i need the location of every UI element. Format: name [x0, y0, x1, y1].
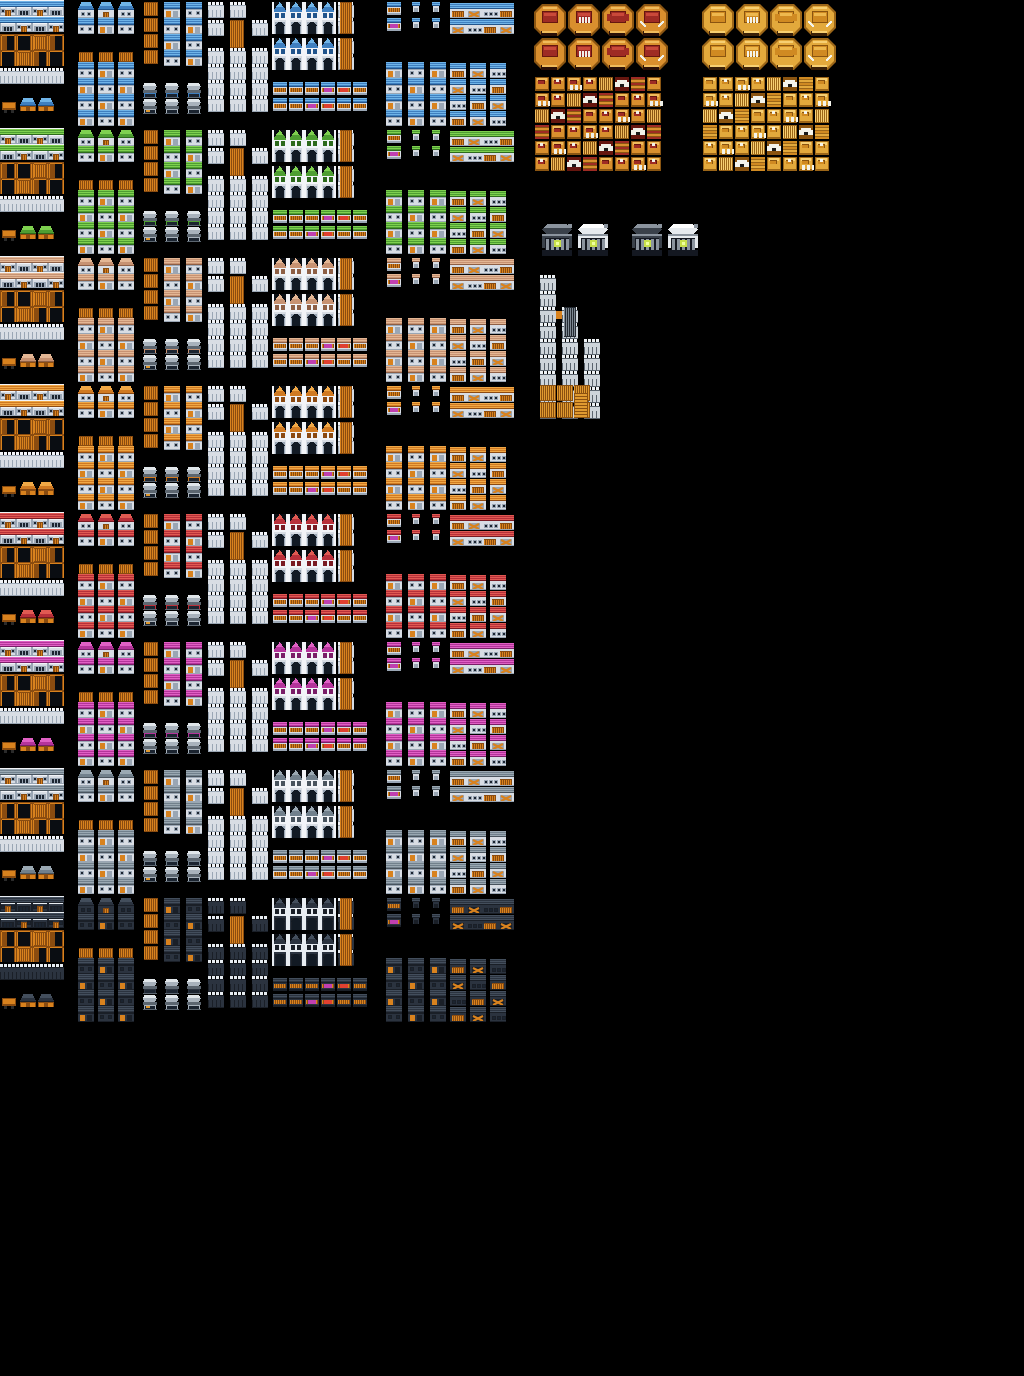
- sprite-sheet-canvas: RPG Town Building Tileset: [0, 0, 1024, 1376]
- tileset-canvas: [0, 0, 1024, 1376]
